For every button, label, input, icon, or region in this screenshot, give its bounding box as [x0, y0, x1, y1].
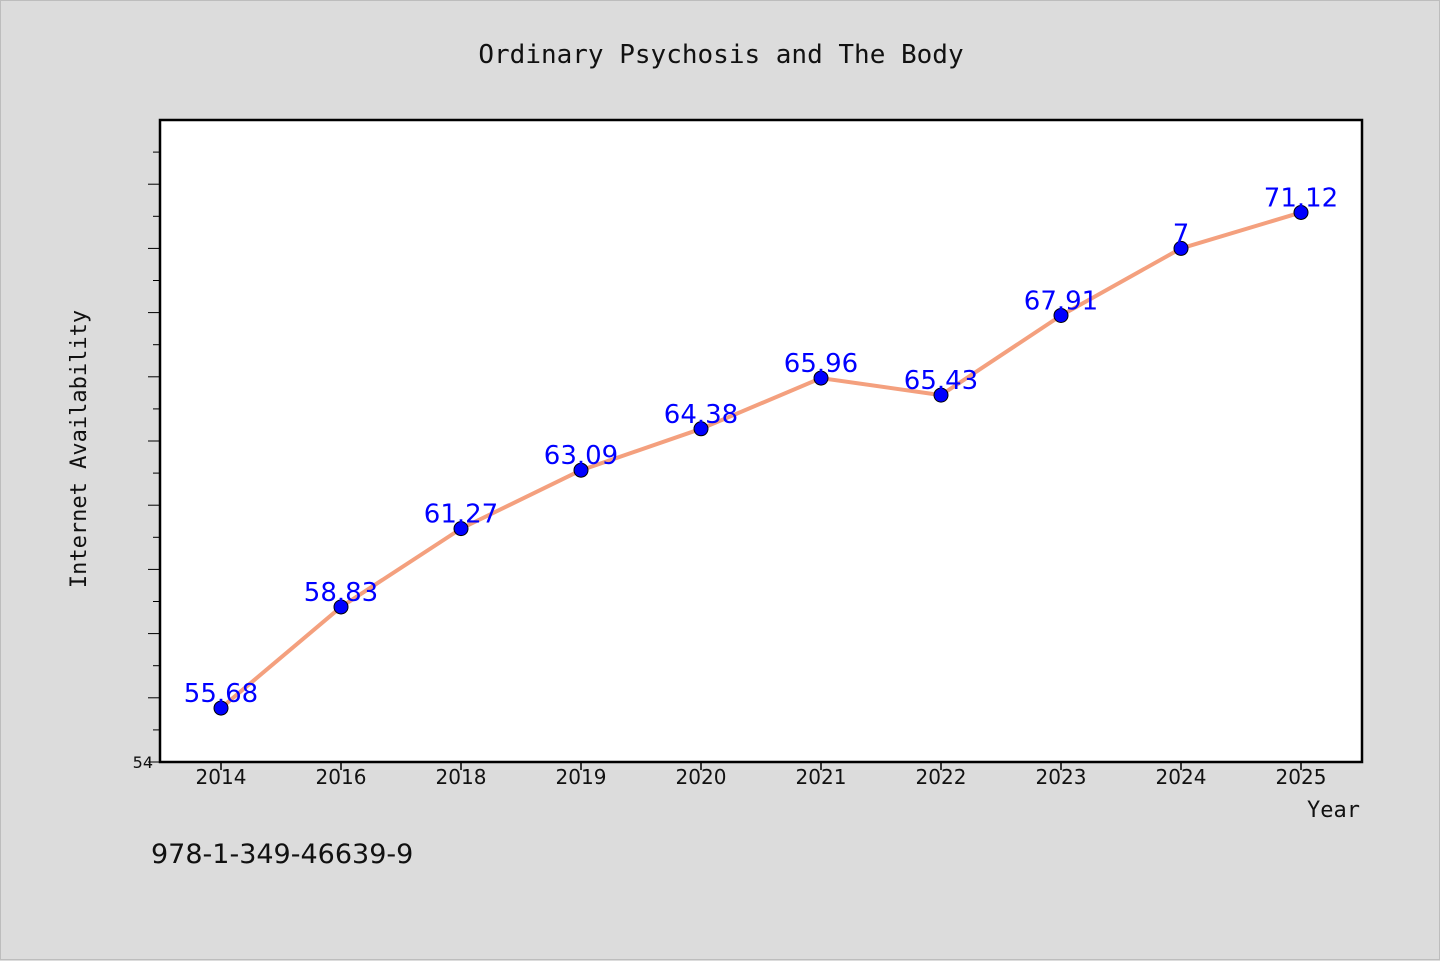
data-label: 64.38 [664, 400, 738, 430]
x-axis-title: Year [1307, 798, 1360, 823]
data-label: 71.12 [1264, 183, 1338, 213]
data-label: 61.27 [424, 500, 498, 530]
chart-title: Ordinary Psychosis and The Body [478, 40, 963, 70]
data-label: 67.91 [1024, 286, 1098, 316]
x-axis-ticks: 2014 2016 2018 2019 2020 2021 2022 2023 2024 2025 [196, 762, 1327, 789]
data-label: 58.83 [304, 578, 378, 608]
series-line [219, 210, 1303, 711]
data-point [333, 599, 349, 615]
data-point [1173, 240, 1189, 256]
x-tick-label: 2016 [316, 765, 367, 789]
y-axis-ticks: 54 [133, 151, 160, 772]
data-point [573, 462, 589, 478]
x-tick-label: 2024 [1156, 765, 1207, 789]
plot-area [158, 118, 1364, 764]
data-label: 63.09 [544, 441, 618, 471]
data-label: 65.43 [904, 366, 978, 396]
data-point [933, 387, 949, 403]
data-label: 55.68 [184, 679, 258, 709]
x-tick-label: 2025 [1276, 765, 1327, 789]
data-markers [213, 204, 1309, 716]
x-tick-label: 2023 [1036, 765, 1087, 789]
data-point [813, 370, 829, 386]
data-point [693, 421, 709, 437]
data-point [453, 521, 469, 537]
data-labels: 55.68 58.83 61.27 63.09 64.38 65.96 65.43 67.91… [184, 183, 1338, 709]
data-point [213, 700, 229, 716]
y-tick-label: 54 [133, 753, 153, 772]
data-label: 65.96 [784, 349, 858, 379]
x-tick-label: 2014 [196, 765, 247, 789]
x-tick-label: 2022 [916, 765, 967, 789]
data-point [1293, 204, 1309, 220]
data-point [1053, 307, 1069, 323]
x-tick-label: 2019 [556, 765, 607, 789]
x-tick-label: 2021 [796, 765, 847, 789]
isbn-text: 978-1-349-46639-9 [151, 839, 413, 870]
y-axis-title: Internet Availability [67, 310, 92, 588]
data-label: 7 [1173, 219, 1190, 249]
x-tick-label: 2020 [676, 765, 727, 789]
x-tick-label: 2018 [436, 765, 487, 789]
